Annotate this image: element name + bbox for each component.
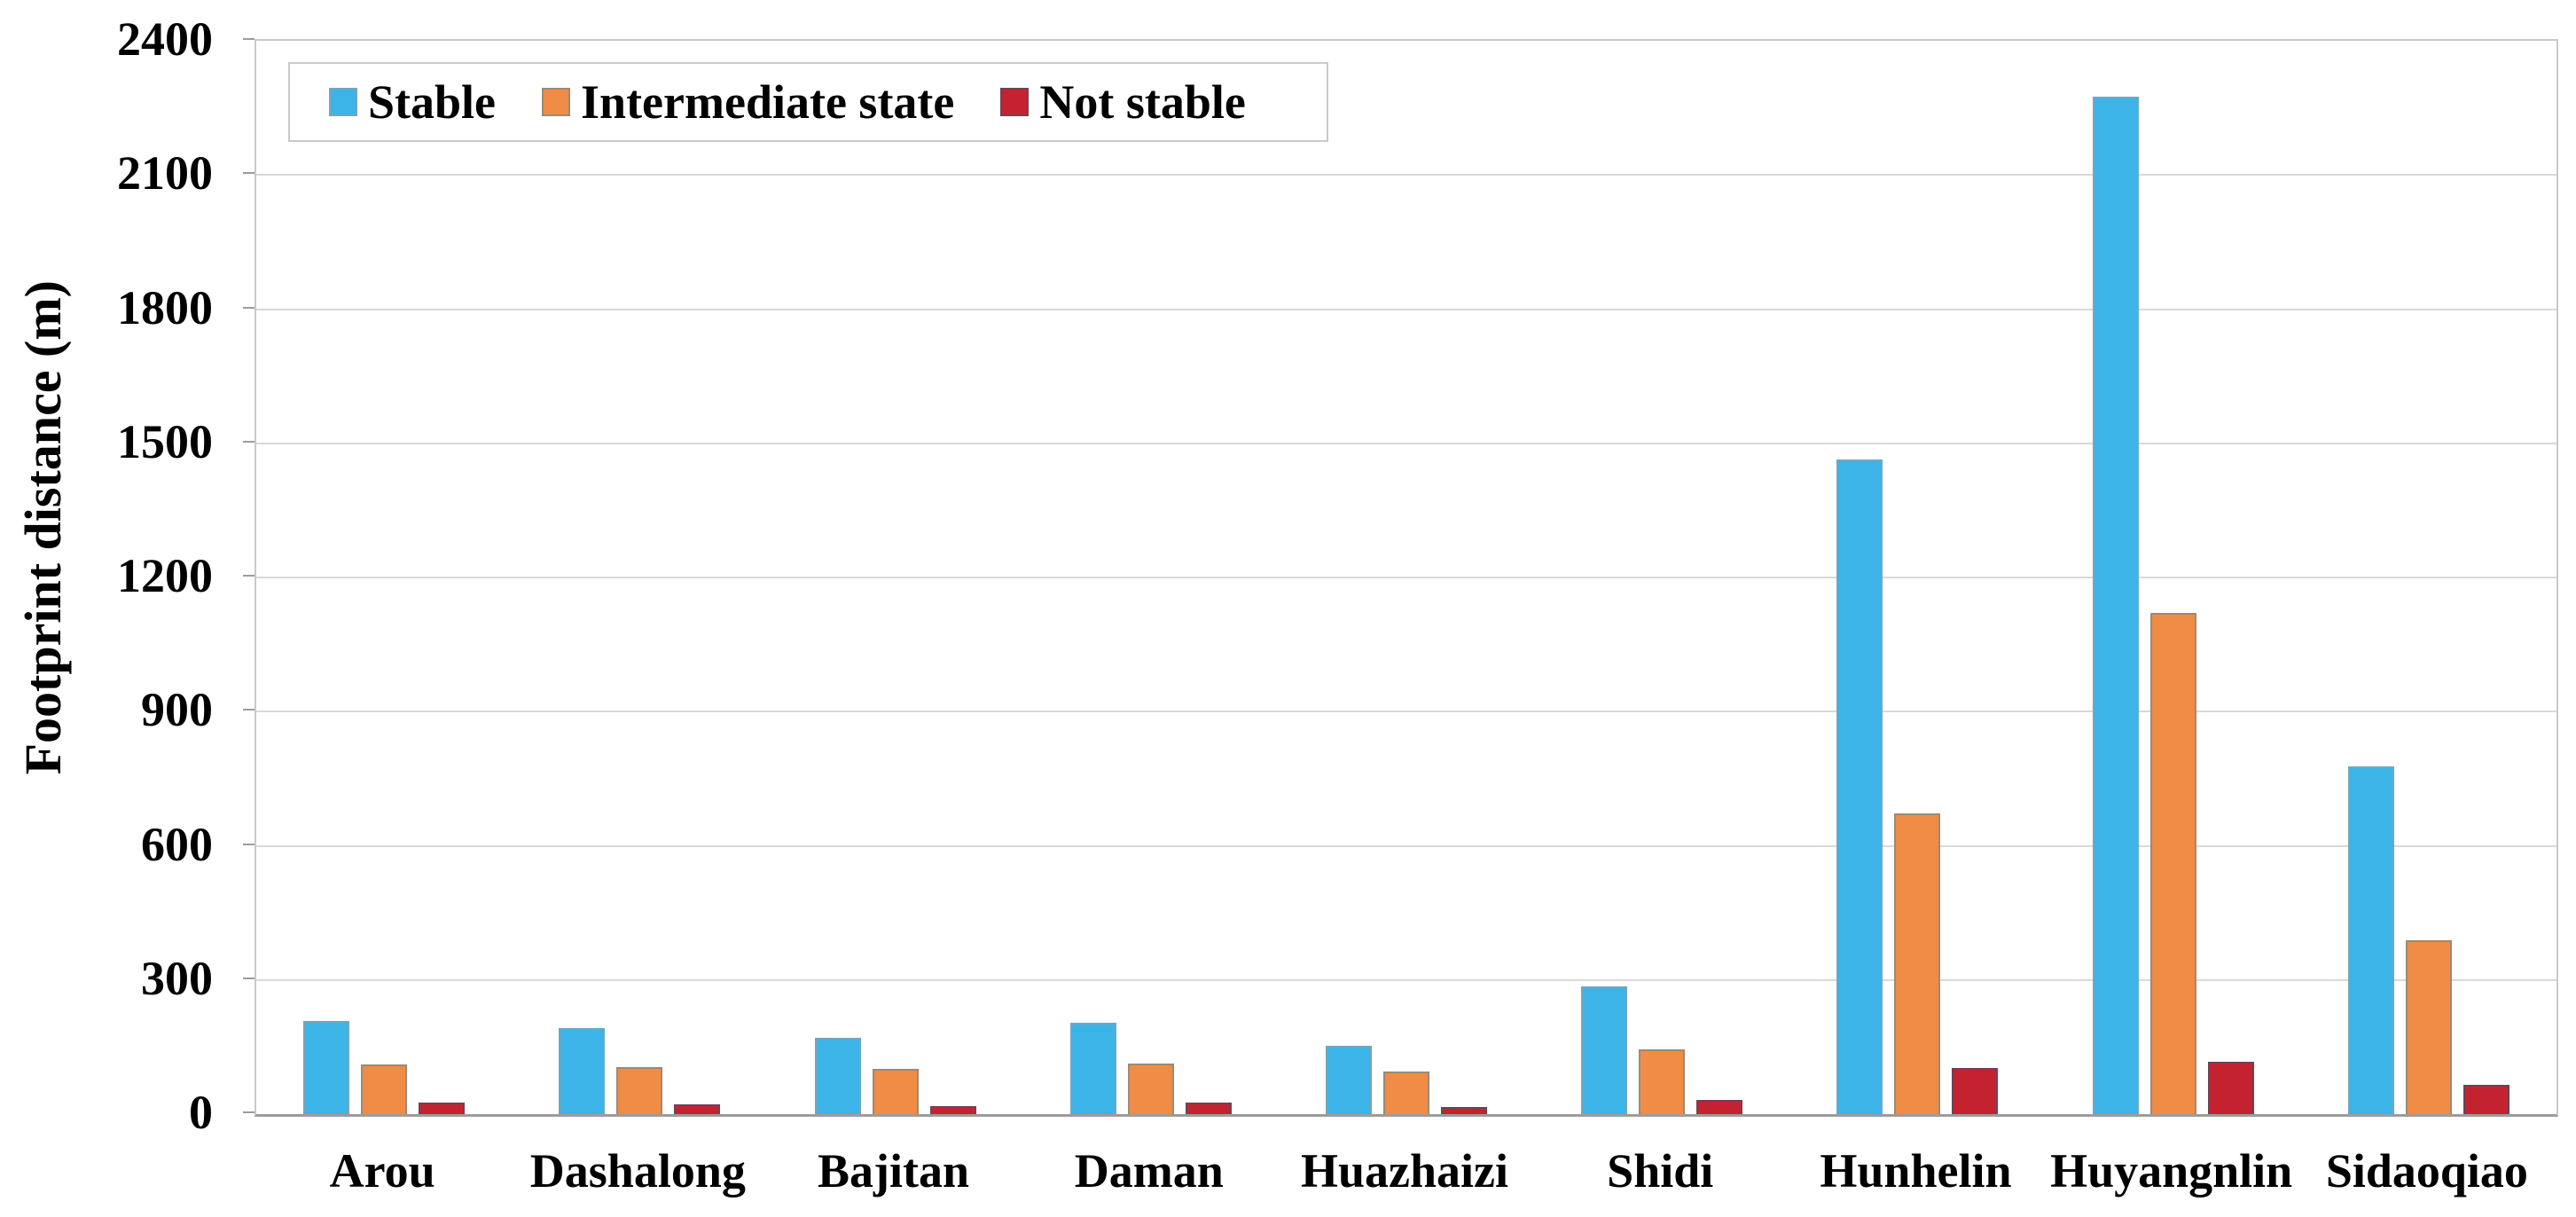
- legend-swatch-not-stable-icon: [1000, 88, 1030, 116]
- bar-not-stable-huyangnlin: [2207, 1062, 2254, 1114]
- bar-group-huazhaizi: [1279, 41, 1534, 1114]
- bar-not-stable-sidaoqiao: [2462, 1085, 2509, 1114]
- bar-stable-daman: [1069, 1022, 1116, 1114]
- gridline-y-1800: [256, 308, 2556, 310]
- gridline-y-1500: [256, 442, 2556, 444]
- bar-intermediate-state-shidi: [1639, 1049, 1686, 1114]
- bar-stable-huazhaizi: [1325, 1045, 1372, 1114]
- y-tick-mark-900: [243, 709, 254, 711]
- y-tick-mark-1800: [243, 306, 254, 309]
- x-tick-label-dashalong: Dashalong: [529, 1144, 746, 1197]
- bar-not-stable-arou: [419, 1102, 466, 1114]
- gridline-y-2100: [256, 174, 2556, 177]
- y-tick-label-300: 300: [141, 951, 213, 1005]
- bar-stable-sidaoqiao: [2347, 766, 2394, 1114]
- y-tick-mark-0: [243, 1111, 254, 1113]
- bar-group-dashalong: [512, 41, 767, 1114]
- legend-label-not-stable: Not stable: [1039, 75, 1246, 129]
- bar-intermediate-state-huazhaizi: [1382, 1072, 1429, 1114]
- bar-stable-arou: [303, 1021, 350, 1114]
- legend-label-intermediate-state: Intermediate state: [581, 75, 955, 129]
- y-tick-label-2100: 2100: [117, 146, 213, 200]
- bar-stable-bajitan: [814, 1038, 861, 1114]
- legend-entry-stable: Stable: [329, 75, 496, 130]
- y-tick-mark-1200: [243, 575, 254, 577]
- x-tick-label-hunhelin: Hunhelin: [1820, 1144, 2012, 1197]
- legend: Stable Intermediate state Not stable: [288, 62, 1328, 142]
- plot-area: [254, 39, 2558, 1117]
- legend-entry-not-stable: Not stable: [1000, 75, 1246, 130]
- y-tick-label-1200: 1200: [117, 549, 213, 602]
- y-tick-mark-2400: [243, 38, 254, 40]
- y-tick-label-600: 600: [141, 817, 213, 871]
- x-tick-label-arou: Arou: [329, 1144, 435, 1197]
- gridline-y-300: [256, 978, 2556, 981]
- x-tick-label-bajitan: Bajitan: [818, 1144, 970, 1197]
- y-tick-label-0: 0: [189, 1086, 213, 1139]
- legend-label-stable: Stable: [368, 75, 497, 129]
- x-tick-label-huyangnlin: Huyangnlin: [2050, 1144, 2293, 1197]
- gridline-y-900: [256, 711, 2556, 713]
- y-tick-label-1800: 1800: [117, 280, 213, 334]
- bar-group-hunhelin: [1789, 41, 2045, 1114]
- gridline-y-600: [256, 844, 2556, 847]
- bar-not-stable-dashalong: [674, 1104, 721, 1114]
- bar-stable-huyangnlin: [2092, 96, 2139, 1114]
- y-tick-mark-300: [243, 977, 254, 979]
- legend-entry-intermediate-state: Intermediate state: [542, 75, 954, 130]
- y-tick-mark-1500: [243, 440, 254, 443]
- y-tick-mark-600: [243, 843, 254, 845]
- x-tick-label-huazhaizi: Huazhaizi: [1300, 1144, 1508, 1197]
- bar-stable-dashalong: [559, 1027, 606, 1114]
- bar-group-bajitan: [767, 41, 1022, 1114]
- bar-not-stable-daman: [1185, 1102, 1232, 1114]
- bar-intermediate-state-dashalong: [616, 1067, 663, 1114]
- bar-intermediate-state-huyangnlin: [2149, 613, 2196, 1114]
- bar-stable-shidi: [1581, 986, 1628, 1114]
- bar-intermediate-state-daman: [1127, 1064, 1174, 1114]
- bar-intermediate-state-bajitan: [872, 1069, 919, 1114]
- x-tick-label-sidaoqiao: Sidaoqiao: [2325, 1144, 2528, 1197]
- bar-not-stable-shidi: [1696, 1099, 1743, 1114]
- y-tick-label-900: 900: [141, 683, 213, 737]
- x-tick-label-daman: Daman: [1074, 1144, 1224, 1197]
- bar-not-stable-bajitan: [929, 1105, 976, 1114]
- y-tick-mark-2100: [243, 172, 254, 175]
- legend-swatch-stable-icon: [329, 88, 357, 116]
- bar-not-stable-hunhelin: [1952, 1068, 1999, 1114]
- gridline-y-1200: [256, 577, 2556, 578]
- bar-group-sidaoqiao: [2301, 41, 2556, 1114]
- bar-group-shidi: [1534, 41, 1789, 1114]
- bar-intermediate-state-arou: [361, 1064, 408, 1114]
- legend-swatch-intermediate-state-icon: [542, 88, 571, 116]
- bar-group-daman: [1023, 41, 1279, 1114]
- y-tick-label-2400: 2400: [117, 12, 213, 66]
- bar-stable-hunhelin: [1836, 459, 1883, 1114]
- bar-intermediate-state-hunhelin: [1894, 813, 1941, 1114]
- y-tick-label-1500: 1500: [117, 414, 213, 468]
- bar-group-arou: [256, 41, 512, 1114]
- x-tick-label-shidi: Shidi: [1607, 1144, 1714, 1197]
- bar-not-stable-huazhaizi: [1440, 1106, 1487, 1114]
- bar-intermediate-state-sidaoqiao: [2405, 939, 2452, 1114]
- bar-group-huyangnlin: [2046, 41, 2301, 1114]
